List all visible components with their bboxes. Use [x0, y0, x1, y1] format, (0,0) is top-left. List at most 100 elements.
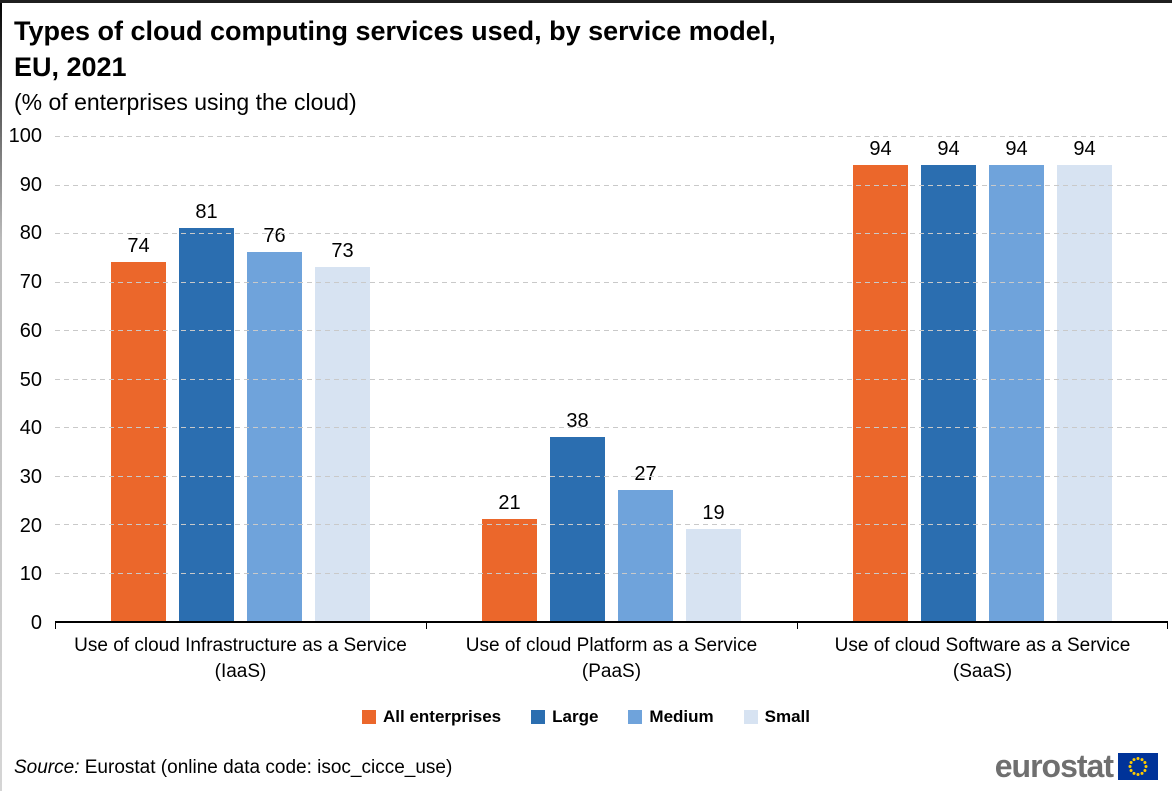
eurostat-logo: eurostat: [995, 749, 1158, 783]
legend-item-all-enterprises: All enterprises: [362, 707, 501, 727]
bar-cell: 21: [482, 136, 537, 621]
bar-groups: 74 81 76 73 21 38 27 19 94 94 94 94: [55, 136, 1168, 621]
plot-wrap: 0 10 20 30 40 50 60 70 80 90 100 74 81 76 73 21 38 27 19 9…: [9, 125, 1168, 685]
legend-label: Medium: [649, 707, 714, 726]
eurostat-wordmark: eurostat: [994, 748, 1114, 784]
bar-medium: [247, 252, 302, 621]
title-block: Types of cloud computing services used, …: [0, 3, 1172, 117]
legend-item-small: Small: [743, 707, 810, 727]
legend-swatch: [743, 710, 758, 724]
bar-value-label: 81: [195, 201, 218, 224]
x-axis-tick: [425, 621, 427, 629]
bar-cell: 19: [686, 136, 741, 621]
legend-swatch: [531, 710, 546, 724]
chart-area: 0 10 20 30 40 50 60 70 80 90 100 74 81 76 73 21 38 27 19 9…: [0, 125, 1172, 727]
x-axis-label-line1: Use of cloud Infrastructure as a Service: [74, 635, 407, 656]
legend-item-large: Large: [531, 707, 598, 727]
bar-all-enterprises: [482, 519, 537, 621]
bar-value-label: 94: [1005, 138, 1028, 161]
legend-label: All enterprises: [383, 707, 502, 726]
bar-value-label: 74: [127, 235, 150, 258]
x-axis-label-line1: Use of cloud Platform as a Service: [465, 635, 758, 656]
bar-small: [315, 266, 370, 621]
bar-cell: 94: [853, 136, 908, 621]
x-axis-label-line2: (PaaS): [581, 661, 642, 682]
bar-value-label: 27: [634, 463, 657, 486]
y-tick-label-70: 70: [19, 271, 42, 294]
bar-cell: 73: [315, 136, 370, 621]
bar-value-label: 76: [263, 225, 286, 248]
bar-cell: 76: [247, 136, 302, 621]
page-subtitle: (% of enterprises using the cloud): [14, 89, 357, 115]
bar-all-enterprises: [853, 165, 908, 621]
title-line-2: EU, 2021: [14, 52, 127, 82]
x-axis: Use of cloud Infrastructure as a Service…: [55, 633, 1168, 685]
bar-cell: 94: [1057, 136, 1112, 621]
gridline-60: [55, 330, 1168, 331]
bar-small: [686, 528, 741, 621]
legend: All enterprises Large Medium Small: [0, 707, 1172, 727]
page-left-border: [0, 3, 2, 791]
gridline-30: [55, 475, 1168, 477]
y-tick-label-100: 100: [8, 125, 42, 147]
gridline-50: [55, 378, 1168, 380]
source-prefix: Source:: [14, 757, 80, 778]
y-tick-label-80: 80: [19, 222, 42, 245]
y-tick-label-0: 0: [30, 612, 42, 634]
x-axis-label-line1: Use of cloud Software as a Service: [834, 635, 1131, 656]
gridline-90: [55, 184, 1168, 186]
bar-cell: 38: [550, 136, 605, 621]
bar-cell: 27: [618, 136, 673, 621]
bar-group-2: 21 38 27 19: [426, 136, 797, 621]
eu-flag-stars: [1128, 756, 1148, 776]
legend-label: Small: [764, 707, 810, 726]
bar-small: [1057, 165, 1112, 621]
page-title: Types of cloud computing services used, …: [14, 13, 1156, 85]
bar-cell: 94: [989, 136, 1044, 621]
x-axis-label-line2: (SaaS): [952, 661, 1013, 682]
bar-group-3: 94 94 94 94: [797, 136, 1168, 621]
bar-value-label: 73: [331, 239, 354, 262]
bar-cell: 74: [111, 136, 166, 621]
bar-value-label: 94: [1073, 138, 1096, 161]
x-axis-tick: [1167, 621, 1168, 629]
bar-value-label: 21: [498, 492, 521, 515]
x-axis-label-line2: (IaaS): [214, 661, 267, 682]
y-tick-label-10: 10: [19, 563, 42, 586]
x-axis-label-1: Use of cloud Infrastructure as a Service…: [55, 633, 426, 685]
x-axis-tick: [796, 621, 798, 629]
y-tick-label-50: 50: [19, 368, 42, 391]
y-tick-label-90: 90: [19, 173, 42, 196]
x-axis-label-2: Use of cloud Platform as a Service (PaaS): [426, 633, 797, 685]
legend-swatch: [628, 710, 643, 724]
bar-value-label: 94: [869, 138, 892, 161]
gridline-20: [55, 524, 1168, 525]
bar-group-1: 74 81 76 73: [55, 136, 426, 621]
bar-cell: 81: [179, 136, 234, 621]
legend-item-medium: Medium: [628, 707, 714, 727]
y-tick-label-60: 60: [19, 319, 42, 342]
y-tick-label-20: 20: [19, 514, 42, 537]
gridline-80: [55, 233, 1168, 234]
legend-swatch: [362, 710, 376, 724]
x-axis-label-3: Use of cloud Software as a Service (SaaS): [797, 633, 1168, 685]
gridline-40: [55, 427, 1168, 428]
bar-large: [550, 436, 605, 621]
bar-value-label: 38: [566, 409, 589, 432]
legend-label: Large: [552, 707, 599, 726]
bar-medium: [989, 165, 1044, 621]
y-tick-label-40: 40: [19, 417, 42, 440]
footer: Source: Eurostat (online data code: isoc…: [0, 741, 1172, 791]
eu-flag-icon: [1118, 752, 1158, 780]
gridline-10: [55, 572, 1168, 574]
source-rest: Eurostat (online data code: isoc_cicce_u…: [79, 757, 453, 778]
bar-large: [921, 165, 976, 621]
bar-all-enterprises: [111, 262, 166, 621]
source-text: Source: Eurostat (online data code: isoc…: [14, 757, 452, 779]
y-tick-label-30: 30: [19, 465, 42, 488]
bar-value-label: 94: [937, 138, 960, 161]
bar-cell: 94: [921, 136, 976, 621]
gridline-70: [55, 281, 1168, 283]
bar-medium: [618, 490, 673, 621]
